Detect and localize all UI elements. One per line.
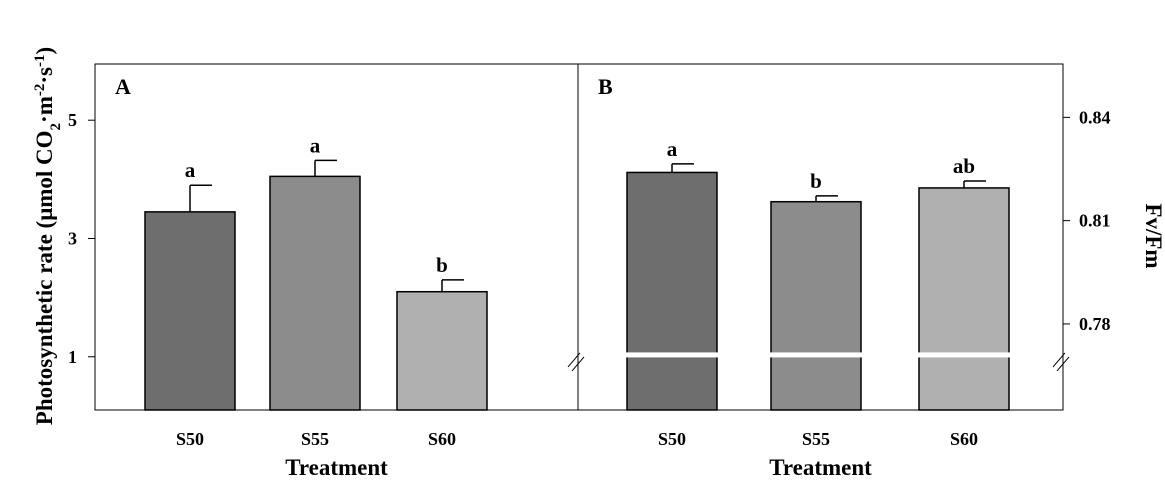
x-tick-label: S55 bbox=[802, 429, 830, 449]
x-tick-label: S60 bbox=[428, 429, 456, 449]
panel-a: A 1 3 5 a S50 a S55 b S60 Treatment bbox=[68, 63, 579, 480]
significance-letter: ab bbox=[953, 154, 975, 178]
x-tick-label: S60 bbox=[950, 429, 978, 449]
bar-s50 bbox=[144, 211, 236, 411]
y-tick-label: 1 bbox=[68, 347, 77, 367]
x-axis-title: Treatment bbox=[285, 455, 388, 480]
axis-break-gap bbox=[917, 352, 1011, 358]
y-tick-label: 0.84 bbox=[1079, 107, 1111, 127]
panel-label: A bbox=[115, 74, 131, 99]
y-tick-label: 3 bbox=[68, 228, 77, 248]
significance-letter: b bbox=[436, 253, 448, 277]
y-axis-label-left-text: Photosynthetic rate (μmol CO bbox=[32, 130, 57, 425]
bar-s60 bbox=[918, 187, 1010, 411]
bar-s50 bbox=[626, 171, 718, 411]
axis-break-mark-right bbox=[1056, 356, 1070, 372]
axis-break-gap bbox=[769, 352, 863, 358]
y-tick-label: 0.81 bbox=[1079, 211, 1111, 231]
significance-letter: a bbox=[667, 137, 678, 161]
x-axis-title: Treatment bbox=[769, 455, 872, 480]
axis-break-mark-left bbox=[567, 352, 581, 368]
y-axis-label-left-mid: ·m bbox=[32, 96, 57, 123]
y-axis-label-left-suffix: ) bbox=[32, 47, 57, 55]
bar-s60 bbox=[396, 290, 488, 411]
x-tick-label: S55 bbox=[301, 429, 329, 449]
panel-label: B bbox=[598, 74, 613, 99]
y-tick-label: 5 bbox=[68, 110, 77, 130]
axis-break-gap bbox=[625, 352, 719, 358]
y-axis-label-left-sup2: -1 bbox=[32, 54, 48, 67]
significance-letter: b bbox=[810, 169, 822, 193]
y-axis-label-left: Photosynthetic rate (μmol CO2·m-2·s-1) bbox=[32, 47, 64, 425]
significance-letter: a bbox=[310, 133, 321, 157]
bar-s55 bbox=[269, 175, 361, 411]
axis-break-mark-right bbox=[1052, 352, 1066, 368]
y-axis-label-left-mid2: ·s bbox=[32, 67, 57, 84]
x-tick-label: S50 bbox=[176, 429, 204, 449]
bar-s55 bbox=[770, 200, 862, 411]
significance-letter: a bbox=[185, 158, 196, 182]
x-tick-label: S50 bbox=[658, 429, 686, 449]
axis-break-mark-left bbox=[571, 356, 585, 372]
y-tick-label: 0.78 bbox=[1079, 314, 1111, 334]
panel-b: B 0.78 0.81 0.84 a S50 b S55 ab S60 Treatment bbox=[567, 63, 1111, 480]
y-axis-label-left-sup1: -2 bbox=[32, 84, 48, 97]
y-axis-label-left-sub: 2 bbox=[48, 123, 64, 131]
y-axis-label-right: Fv/Fm bbox=[1141, 203, 1165, 268]
